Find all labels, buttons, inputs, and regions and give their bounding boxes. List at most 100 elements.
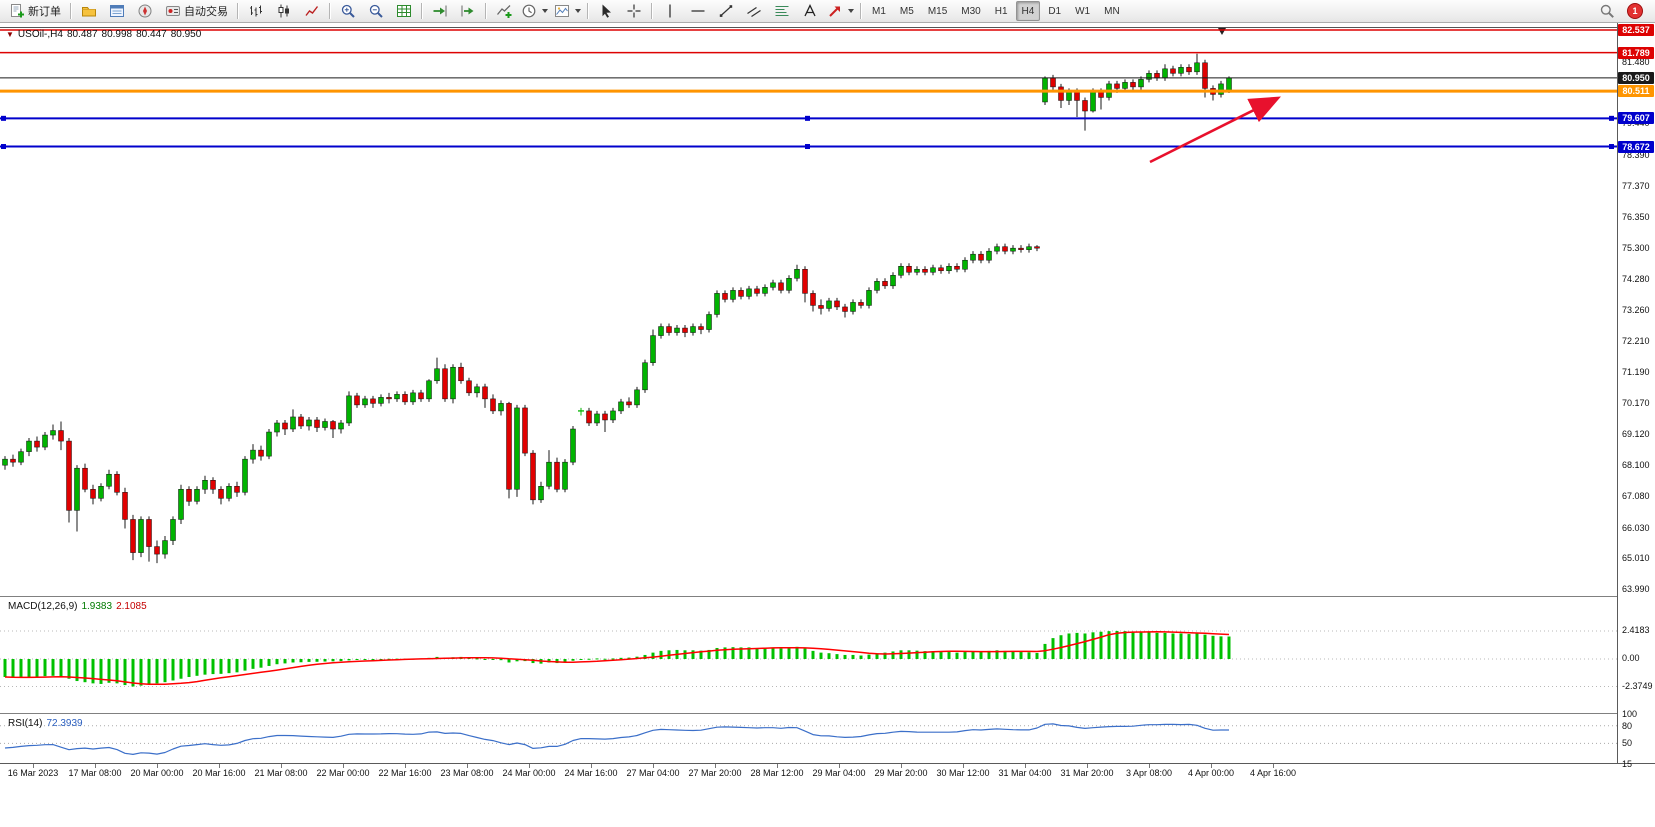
rsi-indicator-panel: RSI(14) 72.3939 xyxy=(0,713,1617,764)
price-badge: 78.672 xyxy=(1618,140,1654,153)
ohlc-high: 80.998 xyxy=(101,29,133,40)
arrows-icon xyxy=(827,3,843,19)
indicators-button[interactable] xyxy=(490,0,518,22)
price-tick-label: 71.190 xyxy=(1622,367,1650,378)
arrows-button[interactable] xyxy=(824,0,857,22)
macd-scale-label: -2.3749 xyxy=(1622,680,1653,691)
time-tick xyxy=(1211,764,1212,768)
price-chart-canvas[interactable] xyxy=(0,23,1617,596)
time-tick-label: 22 Mar 00:00 xyxy=(316,768,370,778)
profiles-button[interactable] xyxy=(75,0,103,22)
crosshair-button[interactable] xyxy=(620,0,648,22)
timeframe-h4-button[interactable]: H4 xyxy=(1015,1,1041,21)
price-tick-label: 75.300 xyxy=(1622,243,1650,254)
channel-button[interactable] xyxy=(740,0,768,22)
time-tick xyxy=(1149,764,1150,768)
fibonacci-button[interactable] xyxy=(768,0,796,22)
toolbar: 新订单 自动交易 M1 M5 M15 M30 H1 H4 D1 W1 MN 1 xyxy=(0,0,1655,23)
bar-chart-button[interactable] xyxy=(242,0,270,22)
time-tick xyxy=(405,764,406,768)
timeframe-m5-button[interactable]: M5 xyxy=(899,5,914,17)
rsi-scale-label: 50 xyxy=(1622,738,1633,749)
bar-chart-icon xyxy=(248,3,264,19)
time-tick-label: 21 Mar 08:00 xyxy=(254,768,308,778)
grid-icon xyxy=(396,3,412,19)
chart-symbol-period: USOil-,H4 xyxy=(17,29,63,40)
trendline-button[interactable] xyxy=(712,0,740,22)
navigator-button[interactable] xyxy=(131,0,159,22)
line-drag-handle xyxy=(1609,144,1614,150)
text-icon xyxy=(802,3,818,19)
chart-shift-button[interactable] xyxy=(454,0,482,22)
time-tick-label: 29 Mar 04:00 xyxy=(812,768,866,778)
price-tick-label: 78.390 xyxy=(1622,150,1650,161)
price-tick-label: 68.100 xyxy=(1622,460,1650,471)
timeframe-w1-button[interactable]: W1 xyxy=(1075,5,1091,17)
cursor-button[interactable] xyxy=(592,0,620,22)
rsi-label: RSI(14) 72.3939 xyxy=(8,718,83,729)
time-tick-label: 22 Mar 16:00 xyxy=(378,768,432,778)
time-tick xyxy=(219,764,220,768)
price-tick-label: 63.990 xyxy=(1622,584,1650,595)
candlestick-chart-icon xyxy=(276,3,292,19)
zoom-out-icon xyxy=(368,3,384,19)
horizontal-line-object[interactable] xyxy=(0,144,1617,150)
rsi-scale-label: 100 xyxy=(1622,709,1638,719)
timeframe-mn-button[interactable]: MN xyxy=(1104,5,1120,17)
macd-canvas[interactable] xyxy=(0,597,1617,714)
time-tick-label: 31 Mar 04:00 xyxy=(998,768,1052,778)
chevron-down-icon xyxy=(575,9,581,13)
channel-icon xyxy=(746,3,762,19)
zoom-in-button[interactable] xyxy=(334,0,362,22)
notification-badge[interactable]: 1 xyxy=(1627,3,1643,19)
time-tick xyxy=(95,764,96,768)
horizontal-line-object[interactable] xyxy=(0,115,1617,121)
one-click-trading-marker[interactable]: ▼ xyxy=(6,29,14,39)
timeframe-m15-button[interactable]: M15 xyxy=(927,5,948,17)
templates-button[interactable] xyxy=(551,0,584,22)
timeframe-m30-button[interactable]: M30 xyxy=(961,5,981,17)
price-tick-label: 67.080 xyxy=(1622,490,1650,501)
periods-button[interactable] xyxy=(518,0,551,22)
auto-scroll-button[interactable] xyxy=(426,0,454,22)
new-order-button[interactable]: 新订单 xyxy=(3,0,67,22)
price-tick-label: 65.010 xyxy=(1622,553,1650,564)
candlestick-chart-button[interactable] xyxy=(270,0,298,22)
zoom-out-button[interactable] xyxy=(362,0,390,22)
horizontal-line-button[interactable] xyxy=(684,0,712,22)
trend-arrow-annotation[interactable] xyxy=(1149,96,1281,164)
chevron-down-icon xyxy=(848,9,854,13)
rsi-canvas[interactable] xyxy=(0,714,1617,764)
chevron-down-icon xyxy=(542,9,548,13)
time-tick-label: 29 Mar 20:00 xyxy=(874,768,928,778)
search-button[interactable] xyxy=(1593,0,1621,22)
time-tick-label: 4 Apr 16:00 xyxy=(1249,768,1297,778)
price-axis[interactable]: 81.48079.44078.39077.37076.35075.30074.2… xyxy=(1617,23,1655,769)
periods-icon xyxy=(521,3,537,19)
market-watch-button[interactable] xyxy=(103,0,131,22)
time-tick xyxy=(777,764,778,768)
time-tick xyxy=(1025,764,1026,768)
time-tick-label: 27 Mar 20:00 xyxy=(688,768,742,778)
timeframe-h1-button[interactable]: H1 xyxy=(994,5,1008,17)
vertical-line-button[interactable] xyxy=(656,0,684,22)
macd-main-value: 1.9383 xyxy=(81,601,113,612)
time-tick xyxy=(157,764,158,768)
price-tick-label: 70.170 xyxy=(1622,397,1650,408)
timeframe-d1-button[interactable]: D1 xyxy=(1048,5,1062,17)
crosshair-icon xyxy=(626,3,642,19)
time-axis[interactable]: 16 Mar 2023 17 Mar 08:00 20 Mar 00:00 20 Ma… xyxy=(0,763,1655,827)
ohlc-close: 80.950 xyxy=(170,29,202,40)
time-tick xyxy=(467,764,468,768)
price-badge: 81.789 xyxy=(1618,46,1654,59)
timeframe-m1-button[interactable]: M1 xyxy=(872,5,886,17)
autotrading-button[interactable]: 自动交易 xyxy=(159,0,234,22)
text-button[interactable] xyxy=(796,0,824,22)
grid-button[interactable] xyxy=(390,0,418,22)
autotrading-label: 自动交易 xyxy=(184,6,228,18)
cursor-icon xyxy=(598,3,614,19)
time-tick xyxy=(901,764,902,768)
price-tick-label: 77.370 xyxy=(1622,180,1650,191)
line-chart-button[interactable] xyxy=(298,0,326,22)
price-tick-label: 72.210 xyxy=(1622,336,1650,347)
